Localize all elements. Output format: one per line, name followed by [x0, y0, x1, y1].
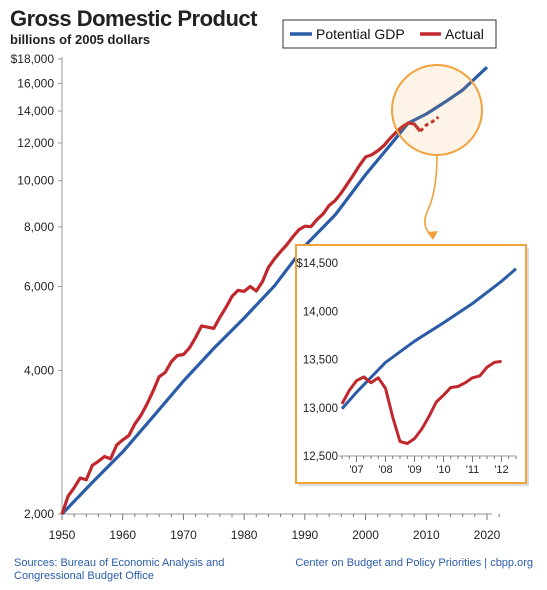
inset-frame — [295, 244, 527, 484]
y-tick-label: 14,000 — [17, 104, 54, 118]
inset-x-tick-label: '07 — [349, 464, 363, 476]
legend-label-actual: Actual — [445, 26, 484, 42]
main-plot: 2,000 4,000 6,000 8,000 10,000 12,000 14,000 16… — [11, 52, 501, 542]
sources-line-1: Sources: Bureau of Economic Analysis and — [14, 557, 225, 569]
y-tick-label: 8,000 — [24, 220, 54, 234]
y-tick-label: 12,000 — [17, 136, 54, 150]
chart-title: Gross Domestic Product — [10, 6, 257, 31]
x-tick-label: 2020 — [474, 528, 501, 542]
inset-x-tick-label: '11 — [466, 464, 480, 476]
inset-x-tick-label: '08 — [378, 464, 392, 476]
inset-series-line-potential-gdp — [340, 267, 517, 410]
y-tick-label: 16,000 — [17, 76, 54, 90]
legend-box — [282, 19, 497, 49]
x-tick-label: 1960 — [109, 528, 136, 542]
inset-y-tick-label: 13,500 — [303, 355, 338, 367]
inset-x-tick-label: '09 — [407, 464, 421, 476]
x-tick-label: 2010 — [413, 528, 440, 542]
x-tick-label: 1980 — [231, 528, 258, 542]
y-tick-label: 4,000 — [24, 363, 54, 377]
y-tick-label: $18,000 — [11, 52, 55, 66]
sources-note: Sources: Bureau of Economic Analysis and… — [14, 557, 224, 583]
inset-y-tick-label: 13,000 — [303, 403, 338, 415]
sources-line-2: Congressional Budget Office — [14, 570, 154, 582]
x-tick-label: 1950 — [49, 528, 76, 542]
series-line-actual — [60, 121, 422, 515]
y-tick-label: 6,000 — [24, 280, 54, 294]
inset-y-tick-label: 14,000 — [303, 306, 338, 318]
y-tick-label: 10,000 — [17, 174, 54, 188]
callout — [391, 64, 483, 240]
y-tick-label: 2,000 — [24, 507, 54, 521]
inset-plot: 12,500 13,000 13,500 14,000 $14,500 '07 '08 '09… — [295, 244, 529, 486]
callout-circle — [391, 64, 483, 156]
inset-x-tick-label: '10 — [436, 464, 450, 476]
credit-note: Center on Budget and Policy Priorities |… — [295, 557, 533, 569]
x-tick-label: 1990 — [292, 528, 319, 542]
x-tick-label: 2000 — [352, 528, 379, 542]
x-tick-label: 1970 — [170, 528, 197, 542]
callout-connector — [424, 154, 438, 237]
inset-y-tick-label: 12,500 — [303, 451, 338, 463]
callout-arrowhead — [427, 231, 438, 240]
inset-y-tick-label: $14,500 — [296, 258, 338, 270]
legend-label-potential: Potential GDP — [316, 26, 405, 42]
legend: Potential GDP Actual — [282, 19, 497, 49]
inset-x-tick-label: '12 — [494, 464, 508, 476]
chart-subtitle: billions of 2005 dollars — [10, 32, 151, 47]
inset-series-line-actual — [340, 359, 502, 445]
